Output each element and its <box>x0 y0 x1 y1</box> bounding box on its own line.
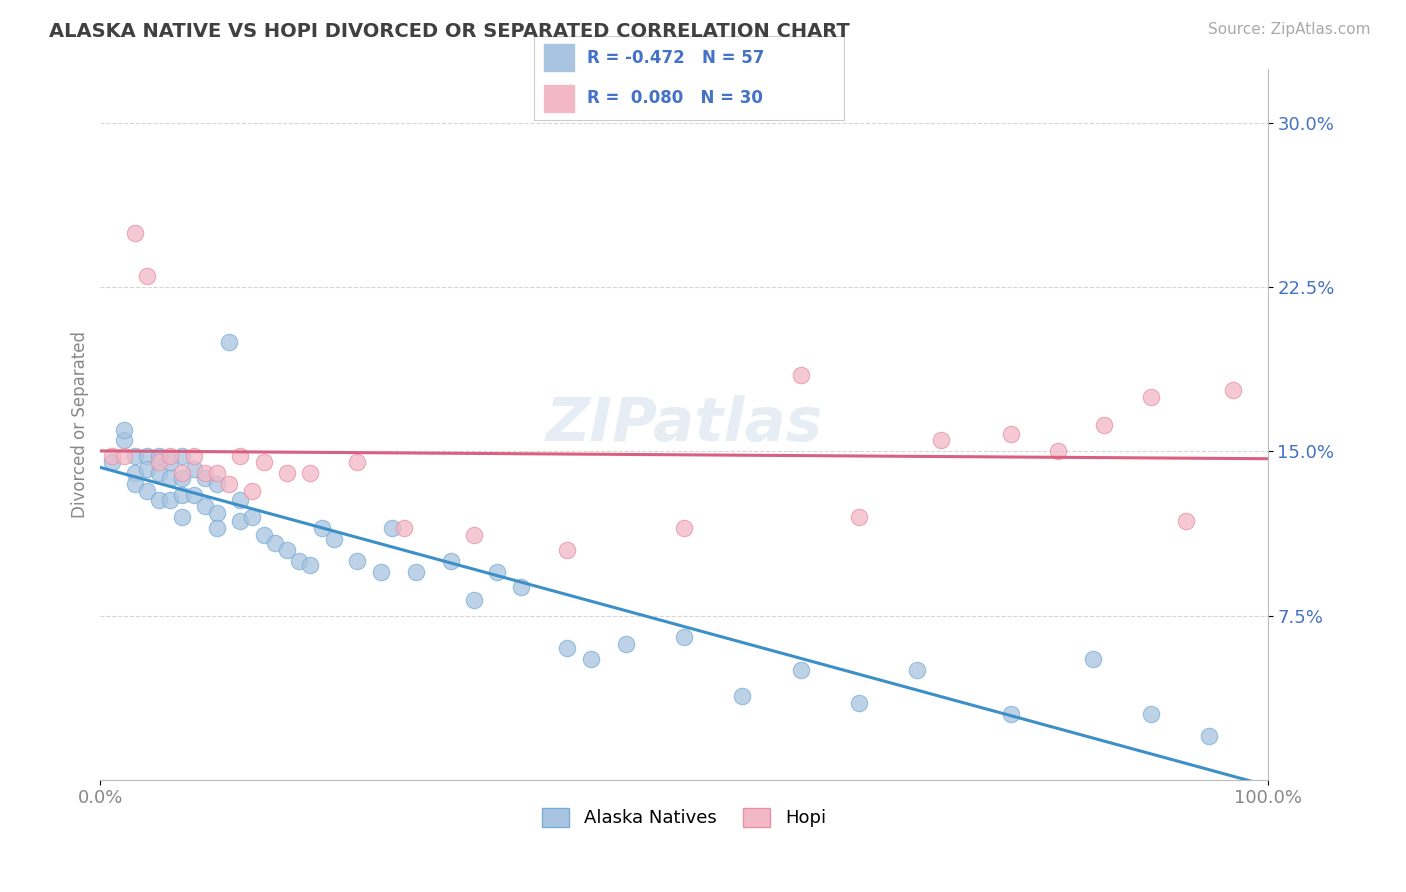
Point <box>790 368 813 382</box>
Point <box>170 467 193 481</box>
Y-axis label: Divorced or Separated: Divorced or Separated <box>72 331 89 517</box>
Point <box>194 467 217 481</box>
Point <box>183 462 205 476</box>
Point <box>1046 444 1069 458</box>
FancyBboxPatch shape <box>544 85 575 112</box>
Point <box>848 510 870 524</box>
Point <box>205 467 228 481</box>
Point <box>311 521 333 535</box>
Point <box>579 652 602 666</box>
Point <box>370 565 392 579</box>
Point <box>148 467 170 481</box>
Point <box>170 510 193 524</box>
Point <box>159 455 181 469</box>
Point <box>112 434 135 448</box>
Point <box>159 471 181 485</box>
Point <box>170 449 193 463</box>
Point <box>240 510 263 524</box>
Point <box>322 532 344 546</box>
Point <box>183 488 205 502</box>
Point <box>124 449 146 463</box>
Point <box>346 554 368 568</box>
Point <box>731 690 754 704</box>
Point <box>136 483 159 498</box>
Point <box>194 471 217 485</box>
Point <box>1222 383 1244 397</box>
Point <box>848 696 870 710</box>
Point <box>381 521 404 535</box>
Text: R =  0.080   N = 30: R = 0.080 N = 30 <box>586 89 762 107</box>
Point <box>159 492 181 507</box>
Point <box>672 521 695 535</box>
Point <box>264 536 287 550</box>
Point <box>1000 706 1022 721</box>
Point <box>253 455 276 469</box>
Point <box>148 455 170 469</box>
Point <box>101 455 124 469</box>
Point <box>299 467 322 481</box>
Point <box>929 434 952 448</box>
Point <box>124 467 146 481</box>
Point <box>614 637 637 651</box>
Point <box>136 449 159 463</box>
Point <box>229 515 252 529</box>
Point <box>101 449 124 463</box>
Point <box>509 580 531 594</box>
Point <box>218 334 240 349</box>
Point <box>112 449 135 463</box>
Point <box>907 663 929 677</box>
Point <box>1092 418 1115 433</box>
Point <box>205 477 228 491</box>
Point <box>148 449 170 463</box>
Point <box>194 499 217 513</box>
Point <box>288 554 311 568</box>
Point <box>124 477 146 491</box>
Point <box>136 462 159 476</box>
Point <box>1198 729 1220 743</box>
Point <box>1140 706 1163 721</box>
Point <box>439 554 461 568</box>
Point <box>299 558 322 573</box>
Point <box>555 641 578 656</box>
Text: ZIPatlas: ZIPatlas <box>546 394 823 453</box>
Text: R = -0.472   N = 57: R = -0.472 N = 57 <box>586 49 765 67</box>
Point <box>486 565 509 579</box>
Point <box>148 492 170 507</box>
Point <box>346 455 368 469</box>
Point <box>463 593 485 607</box>
Point <box>229 449 252 463</box>
Point <box>124 226 146 240</box>
Legend: Alaska Natives, Hopi: Alaska Natives, Hopi <box>534 801 834 835</box>
FancyBboxPatch shape <box>544 45 575 71</box>
Point <box>136 269 159 284</box>
Point <box>170 471 193 485</box>
Point <box>218 477 240 491</box>
Text: Source: ZipAtlas.com: Source: ZipAtlas.com <box>1208 22 1371 37</box>
Point <box>253 527 276 541</box>
Point <box>229 492 252 507</box>
Point <box>392 521 415 535</box>
Point <box>1000 426 1022 441</box>
Point <box>183 449 205 463</box>
Point <box>276 542 298 557</box>
Point <box>463 527 485 541</box>
Text: ALASKA NATIVE VS HOPI DIVORCED OR SEPARATED CORRELATION CHART: ALASKA NATIVE VS HOPI DIVORCED OR SEPARA… <box>49 22 851 41</box>
Point <box>1174 515 1197 529</box>
Point <box>276 467 298 481</box>
Point <box>170 488 193 502</box>
Point <box>1140 390 1163 404</box>
Point <box>159 449 181 463</box>
Point <box>205 506 228 520</box>
Point <box>405 565 427 579</box>
Point <box>1081 652 1104 666</box>
Point <box>240 483 263 498</box>
Point <box>112 423 135 437</box>
Point <box>672 631 695 645</box>
Point <box>205 521 228 535</box>
Point <box>555 542 578 557</box>
Point <box>790 663 813 677</box>
